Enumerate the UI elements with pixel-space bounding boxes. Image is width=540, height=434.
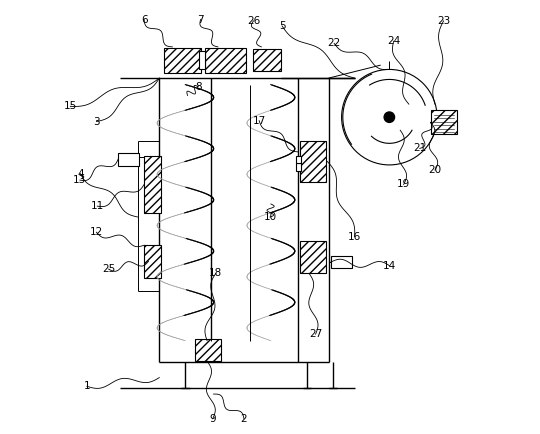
Bar <box>300 241 326 273</box>
Text: 18: 18 <box>209 268 222 279</box>
Bar <box>205 48 246 73</box>
Bar <box>253 49 281 71</box>
Bar <box>296 163 301 171</box>
Text: 22: 22 <box>328 38 341 49</box>
Text: 3: 3 <box>93 116 100 127</box>
Text: 2: 2 <box>241 414 247 424</box>
Text: 23: 23 <box>437 16 450 26</box>
Text: 6: 6 <box>141 14 147 25</box>
Text: 10: 10 <box>264 212 276 222</box>
Text: 17: 17 <box>253 115 266 126</box>
Text: 25: 25 <box>102 264 115 274</box>
Text: 20: 20 <box>428 165 442 175</box>
Bar <box>118 153 139 166</box>
Text: 24: 24 <box>387 36 400 46</box>
Circle shape <box>384 112 395 122</box>
Text: 5: 5 <box>279 21 286 31</box>
Text: 9: 9 <box>210 414 216 424</box>
Text: 21: 21 <box>413 143 427 154</box>
Bar <box>300 141 326 182</box>
Text: 7: 7 <box>197 14 204 25</box>
Text: 13: 13 <box>73 175 86 185</box>
Text: 14: 14 <box>383 260 396 271</box>
Text: 26: 26 <box>247 16 260 26</box>
Text: 19: 19 <box>397 179 410 190</box>
Text: 11: 11 <box>91 201 104 211</box>
Text: 1: 1 <box>84 381 90 391</box>
Bar <box>296 156 301 163</box>
Text: 15: 15 <box>64 101 77 112</box>
Bar <box>331 256 352 268</box>
Bar <box>199 51 205 69</box>
Text: 8: 8 <box>195 82 202 92</box>
Text: 12: 12 <box>90 227 103 237</box>
Bar <box>430 110 457 135</box>
Text: 27: 27 <box>309 329 322 339</box>
Bar <box>195 339 221 361</box>
Bar <box>164 48 200 73</box>
Text: 4: 4 <box>77 168 84 179</box>
Bar <box>144 156 160 213</box>
Text: 16: 16 <box>348 231 361 242</box>
Bar <box>144 245 160 278</box>
